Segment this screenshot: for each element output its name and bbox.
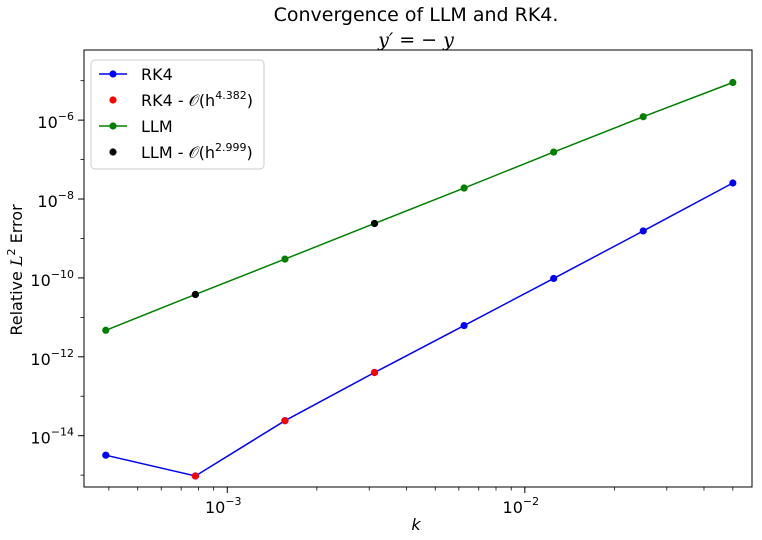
y-axis-label-sup: 2	[5, 248, 18, 255]
legend-label-0: RK4	[141, 65, 173, 84]
plot-area-frame	[83, 49, 753, 488]
series-3-point	[370, 219, 379, 228]
series-2-point	[460, 184, 468, 192]
y-axis-label-suffix: Error	[7, 204, 26, 249]
x-axis-label: k	[411, 515, 421, 534]
legend-marker-0	[109, 70, 117, 78]
y-tick-label: 10−10	[30, 268, 74, 290]
series-2-point	[550, 148, 558, 156]
series-0-point	[460, 321, 468, 330]
series-0-point	[729, 179, 737, 187]
series-2-point	[729, 78, 737, 87]
series-3-point	[191, 290, 199, 299]
series-2-point	[281, 255, 289, 263]
legend-box	[90, 59, 265, 170]
series-2-point	[102, 326, 110, 334]
legend: RK4 RK4 - 𝒪(h4.382) LLM LLM - 𝒪(h2.999)	[90, 59, 265, 170]
legend-marker-3	[109, 148, 117, 156]
y-tick-label: 10−6	[37, 110, 74, 132]
y-tick-label: 10−12	[30, 347, 74, 369]
series-1-point	[370, 368, 379, 377]
y-axis-label-var: L	[7, 255, 26, 267]
legend-label-3: LLM - 𝒪(h2.999)	[141, 141, 253, 162]
x-tick-label: 10−3	[205, 495, 242, 517]
series-0-point	[102, 451, 110, 459]
series-0-line	[105, 182, 734, 477]
series-0-point	[639, 227, 647, 235]
ticks-layer: 10−3 10−2 10−14 10−12 10−10 10−8 10−6	[30, 80, 734, 517]
y-axis-label-prefix: Relative	[7, 266, 26, 336]
chart-title: Convergence of LLM and RK4.	[274, 4, 559, 26]
legend-label-1: RK4 - 𝒪(h4.382)	[141, 89, 253, 110]
y-tick-label: 10−14	[30, 426, 74, 448]
legend-marker-2	[109, 122, 117, 130]
y-tick-label: 10−8	[37, 189, 74, 211]
series-1-point	[191, 472, 199, 480]
x-tick-label: 10−2	[503, 495, 540, 517]
series-2-line	[105, 81, 734, 331]
series-2-point	[639, 113, 647, 121]
legend-label-2: LLM	[141, 117, 173, 136]
series-layer	[102, 78, 737, 480]
legend-marker-1	[109, 96, 117, 104]
series-1-point	[281, 417, 289, 425]
series-0-point	[550, 274, 558, 283]
chart-subtitle-equation: y′ = − y	[377, 29, 454, 51]
y-axis-label: Relative L2 Error	[5, 204, 26, 336]
